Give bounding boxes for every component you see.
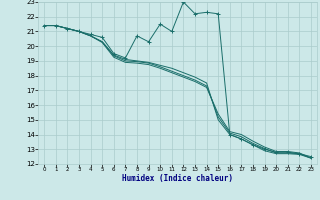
X-axis label: Humidex (Indice chaleur): Humidex (Indice chaleur) xyxy=(122,174,233,183)
